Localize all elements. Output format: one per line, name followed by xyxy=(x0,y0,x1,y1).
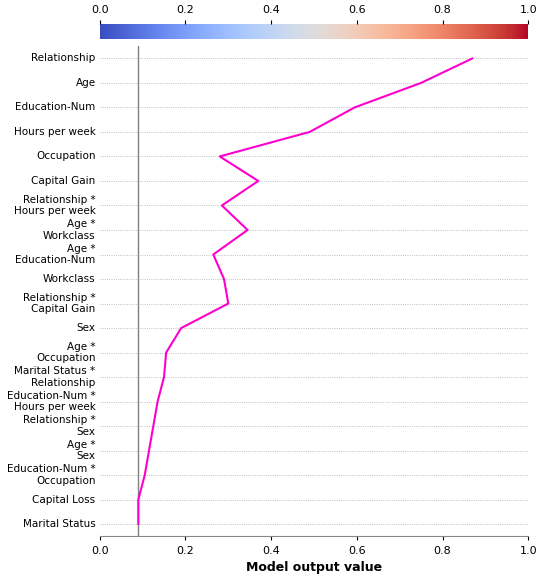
X-axis label: Model output value: Model output value xyxy=(246,561,382,574)
